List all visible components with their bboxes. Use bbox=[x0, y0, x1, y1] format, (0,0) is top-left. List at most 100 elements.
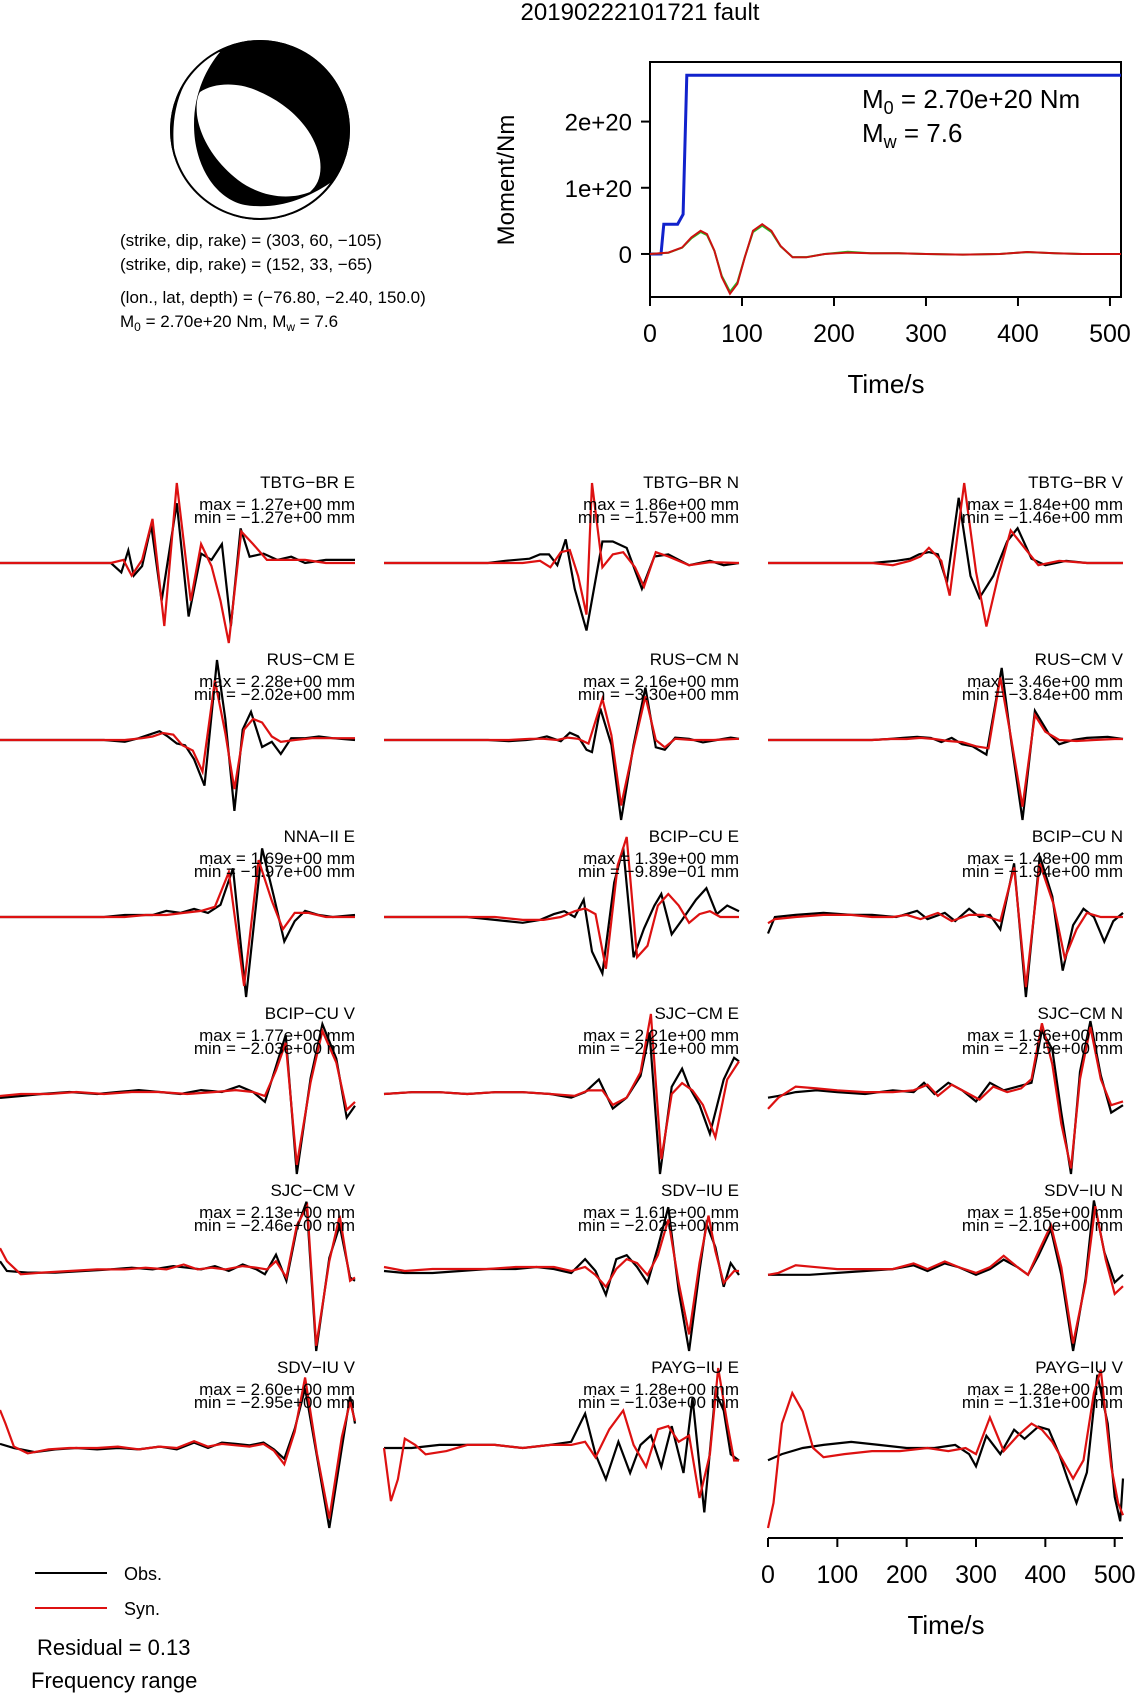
moment-xtick-label-2: 200 bbox=[813, 320, 855, 348]
moment-xtick-label-5: 500 bbox=[1089, 320, 1131, 348]
trace-station-label: SDV−IU E bbox=[661, 1181, 739, 1200]
trace-xtick-label-0: 0 bbox=[761, 1561, 775, 1589]
trace-min-label: min = −3.30e+00 mm bbox=[578, 685, 739, 704]
syn-trace bbox=[766, 1369, 1125, 1529]
frequency-range-text: Frequency range bbox=[31, 1668, 197, 1693]
trace-station-label: NNA−II E bbox=[284, 827, 355, 846]
trace-min-label: min = −2.95e+00 mm bbox=[194, 1393, 355, 1412]
trace-min-label: min = −9.89e−01 mm bbox=[578, 862, 739, 881]
moment-frame bbox=[649, 61, 1122, 298]
trace-station-label: TBTG−BR N bbox=[643, 473, 739, 492]
syn-trace bbox=[767, 863, 1123, 988]
syn-trace bbox=[0, 1027, 356, 1166]
syn-trace bbox=[768, 482, 1123, 627]
focal-plane-1: (strike, dip, rake) = (303, 60, −105) bbox=[120, 231, 382, 250]
trace-max-label: max = 1.77e+00 mm bbox=[199, 1026, 355, 1045]
legend-obs-label: Obs. bbox=[124, 1564, 162, 1584]
trace-min-label: min = −1.94e+00 mm bbox=[962, 862, 1123, 881]
trace-xtick-label-3: 300 bbox=[955, 1561, 997, 1589]
trace-max-label: max = 1.39e+00 mm bbox=[583, 849, 739, 868]
trace-max-label: max = 1.96e+00 mm bbox=[967, 1026, 1123, 1045]
syn-trace bbox=[0, 680, 355, 790]
trace-station-label: RUS−CM N bbox=[650, 650, 739, 669]
beachball-icon bbox=[170, 40, 350, 220]
trace-min-label: min = −2.21e+00 mm bbox=[578, 1039, 739, 1058]
focal-plane-2: (strike, dip, rake) = (152, 33, −65) bbox=[120, 255, 372, 274]
trace-max-label: max = 1.28e+00 mm bbox=[583, 1380, 739, 1399]
syn-trace bbox=[0, 1377, 357, 1519]
trace-max-label: max = 1.85e+00 mm bbox=[967, 1203, 1123, 1222]
moment-xtick-label-3: 300 bbox=[905, 320, 947, 348]
syn-trace bbox=[384, 836, 739, 970]
trace-max-label: max = 1.27e+00 mm bbox=[199, 495, 355, 514]
trace-xtick-label-5: 500 bbox=[1094, 1561, 1136, 1589]
trace-station-label: SDV−IU N bbox=[1044, 1181, 1123, 1200]
obs-trace bbox=[384, 687, 740, 821]
trace-min-label: min = −3.84e+00 mm bbox=[962, 685, 1123, 704]
legend-syn-label: Syn. bbox=[124, 1599, 160, 1619]
trace-max-label: max = 2.60e+00 mm bbox=[199, 1380, 355, 1399]
moment-xlabel: Time/s bbox=[847, 369, 924, 399]
trace-min-label: min = −1.46e+00 mm bbox=[962, 508, 1123, 527]
moment-ytick-label-2: 2e+20 bbox=[565, 110, 632, 137]
syn-trace bbox=[383, 1013, 740, 1160]
trace-station-label: BCIP−CU E bbox=[649, 827, 739, 846]
moment-rate-red-line bbox=[649, 222, 1121, 296]
moment-xtick-label-4: 400 bbox=[997, 320, 1039, 348]
trace-max-label: max = 2.21e+00 mm bbox=[583, 1026, 739, 1045]
trace-station-label: PAYG−IU E bbox=[651, 1358, 739, 1377]
trace-max-label: max = 1.84e+00 mm bbox=[967, 495, 1123, 514]
moment-panel: 0 1e+20 2e+20 0 100 200 300 400 500 Moment/Nm T… bbox=[493, 61, 1131, 399]
syn-trace bbox=[0, 1202, 356, 1346]
trace-min-label: min = −2.02e+00 mm bbox=[578, 1216, 739, 1235]
syn-trace bbox=[383, 1215, 739, 1335]
trace-time-axis: 0 100 200 300 400 500 bbox=[761, 1537, 1136, 1589]
residual-text: Residual = 0.13 bbox=[37, 1635, 191, 1660]
syn-trace bbox=[767, 1023, 1124, 1169]
syn-trace bbox=[382, 1367, 739, 1502]
moment-ytick-label-1: 1e+20 bbox=[565, 176, 632, 203]
trace-station-label: SJC−CM V bbox=[270, 1181, 355, 1200]
trace-max-label: max = 2.28e+00 mm bbox=[199, 672, 355, 691]
trace-xtick-label-4: 400 bbox=[1024, 1561, 1066, 1589]
trace-min-label: min = −2.02e+00 mm bbox=[194, 685, 355, 704]
trace-max-label: max = 2.16e+00 mm bbox=[583, 672, 739, 691]
trace-station-label: TBTG−BR E bbox=[260, 473, 355, 492]
trace-xlabel: Time/s bbox=[907, 1610, 984, 1640]
trace-min-label: min = −2.46e+00 mm bbox=[194, 1216, 355, 1235]
trace-station-label: SJC−CM E bbox=[654, 1004, 739, 1023]
trace-min-label: min = −2.03e+00 mm bbox=[194, 1039, 355, 1058]
syn-trace bbox=[0, 482, 355, 644]
moment-xtick-label-0: 0 bbox=[643, 320, 657, 348]
trace-min-label: min = −2.15e+00 mm bbox=[962, 1039, 1123, 1058]
focal-moment: M0 = 2.70e+20 Nm, Mw = 7.6 bbox=[120, 312, 338, 334]
trace-station-label: TBTG−BR V bbox=[1028, 473, 1124, 492]
trace-max-label: max = 1.48e+00 mm bbox=[967, 849, 1123, 868]
trace-max-label: max = 1.61e+00 mm bbox=[583, 1203, 739, 1222]
trace-max-label: max = 1.69e+00 mm bbox=[199, 849, 355, 868]
moment-mw: Mw = 7.6 bbox=[862, 118, 962, 152]
trace-min-label: min = −1.97e+00 mm bbox=[194, 862, 355, 881]
moment-ylabel: Moment/Nm bbox=[493, 115, 520, 246]
moment-rate-green-line bbox=[649, 224, 1121, 294]
trace-min-label: min = −1.03e+00 mm bbox=[578, 1393, 739, 1412]
trace-min-label: min = −2.10e+00 mm bbox=[962, 1216, 1123, 1235]
moment-ytick-label-0: 0 bbox=[619, 242, 632, 269]
trace-station-label: SDV−IU V bbox=[277, 1358, 356, 1377]
trace-station-label: BCIP−CU V bbox=[265, 1004, 356, 1023]
trace-xtick-label-1: 100 bbox=[816, 1561, 858, 1589]
